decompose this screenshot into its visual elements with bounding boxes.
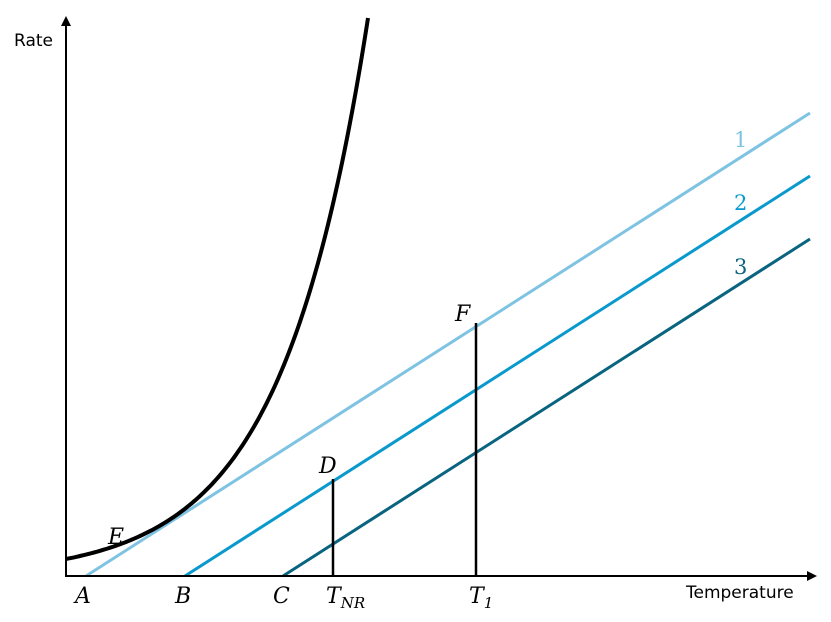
point-D-label: D (318, 454, 337, 479)
x-tick-T-1-main: T (469, 584, 486, 609)
y-axis-label: Rate (14, 31, 53, 51)
x-tick-T-NR-sub: NR (340, 594, 365, 612)
line-1-label: 1 (734, 128, 747, 152)
x-tick-T-1-sub: 1 (484, 594, 494, 612)
x-tick-B: B (174, 584, 191, 609)
point-E-label: E (107, 525, 124, 550)
line-3-label: 3 (734, 255, 747, 279)
heat-removal-line-2 (184, 174, 811, 578)
heat-generation-curve (65, 17, 370, 561)
x-axis-label: Temperature (685, 583, 794, 603)
heat-removal-line-3 (282, 237, 811, 578)
point-F-label: F (454, 302, 471, 327)
x-tick-T-NR-main: T (326, 584, 343, 609)
heat-removal-line-1 (85, 111, 811, 578)
x-tick-C: C (273, 584, 290, 609)
line-2-label: 2 (734, 191, 747, 215)
x-tick-T-NR: TNR (326, 584, 365, 612)
x-tick-T-1: T1 (469, 584, 493, 612)
x-tick-A: A (73, 584, 91, 609)
